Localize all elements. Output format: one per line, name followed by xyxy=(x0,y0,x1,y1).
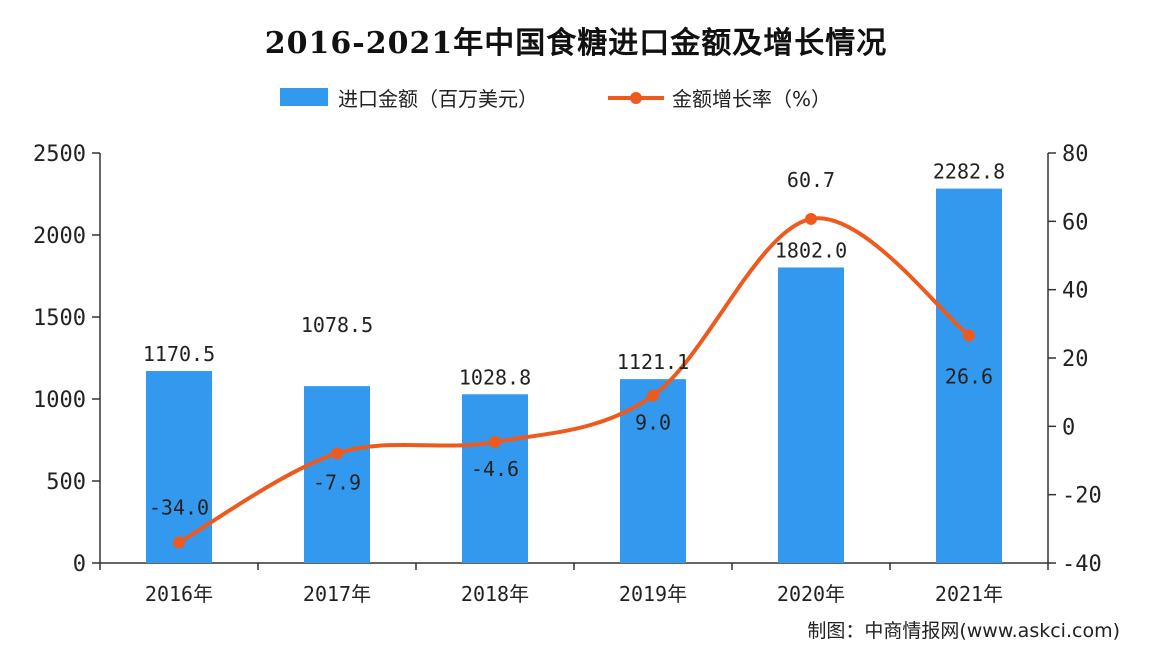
growth-point xyxy=(173,536,185,549)
line-value-label: 26.6 xyxy=(945,364,993,388)
growth-point xyxy=(805,212,817,225)
bar-value-label: 2282.8 xyxy=(933,160,1005,184)
bar xyxy=(620,379,686,563)
right-tick-label: 20 xyxy=(1062,347,1089,372)
line-value-label: -4.6 xyxy=(471,457,519,481)
legend-line-swatch xyxy=(608,88,664,106)
line-value-label: -7.9 xyxy=(313,470,361,494)
x-tick-label: 2019年 xyxy=(619,582,687,606)
growth-point xyxy=(963,329,975,342)
source-note: 制图：中商情报网(www.askci.com) xyxy=(807,620,1120,642)
legend-line-label: 金额增长率（%） xyxy=(672,86,832,111)
left-tick-label: 2500 xyxy=(33,142,86,167)
right-tick-label: -40 xyxy=(1062,552,1102,577)
bar xyxy=(778,267,844,563)
growth-point xyxy=(331,447,343,460)
right-tick-label: -20 xyxy=(1062,484,1102,509)
bar xyxy=(146,371,212,563)
left-tick-label: 0 xyxy=(73,552,86,577)
bar-value-label: 1802.0 xyxy=(775,238,847,262)
bar-value-label: 1170.5 xyxy=(143,342,215,366)
legend-item-line: 金额增长率（%） xyxy=(608,83,831,112)
legend: 进口金额（百万美元） 金额增长率（%） xyxy=(280,82,901,112)
left-tick-label: 1500 xyxy=(33,306,86,331)
legend-item-bar: 进口金额（百万美元） xyxy=(280,83,538,112)
bar-value-label: 1028.8 xyxy=(459,365,531,389)
bar xyxy=(936,188,1002,564)
bar-value-label: 1121.1 xyxy=(617,350,689,374)
right-tick-label: 80 xyxy=(1062,142,1089,167)
bar xyxy=(462,394,528,563)
bar xyxy=(304,386,370,563)
legend-bar-swatch xyxy=(280,88,328,106)
line-value-label: -34.0 xyxy=(149,496,209,520)
line-value-label: 60.7 xyxy=(787,168,835,192)
x-tick-label: 2020年 xyxy=(777,582,845,606)
right-tick-label: 40 xyxy=(1062,279,1089,304)
growth-point xyxy=(647,389,659,402)
chart-title: 2016-2021年中国食糖进口金额及增长情况 xyxy=(264,26,888,61)
left-tick-label: 500 xyxy=(46,470,86,495)
left-tick-label: 2000 xyxy=(33,224,86,249)
growth-point xyxy=(489,436,501,449)
right-tick-label: 60 xyxy=(1062,210,1089,235)
right-tick-label: 0 xyxy=(1062,415,1075,440)
bar-value-label: 1078.5 xyxy=(301,313,373,337)
x-tick-label: 2018年 xyxy=(461,582,529,606)
growth-line xyxy=(178,216,971,545)
line-value-label: 9.0 xyxy=(635,411,671,435)
legend-bar-label: 进口金额（百万美元） xyxy=(338,86,538,111)
x-tick-label: 2017年 xyxy=(303,582,371,606)
left-tick-label: 1000 xyxy=(33,388,86,413)
x-tick-label: 2016年 xyxy=(145,582,213,606)
x-tick-label: 2021年 xyxy=(935,582,1003,606)
